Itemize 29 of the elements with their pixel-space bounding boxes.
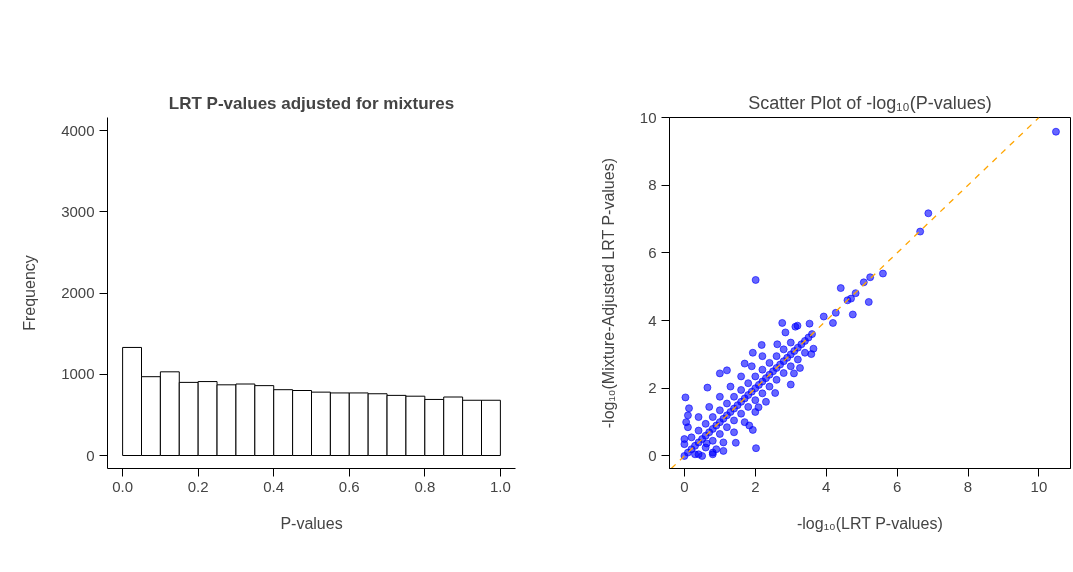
y-tick-label: 2 — [648, 379, 657, 397]
x-tick-label: 0.0 — [112, 477, 134, 495]
y-axis-title: -log₁₀(Mixture-Adjusted LRT P-values) — [599, 158, 617, 429]
x-tick-label: 0.8 — [414, 477, 436, 495]
y-tick-label: 1000 — [61, 365, 95, 383]
y-axis-title: Frequency — [21, 255, 39, 331]
x-tick-label: 0.6 — [338, 477, 360, 495]
y-tick-label: 2000 — [61, 284, 95, 301]
x-tick-label: 1.0 — [489, 477, 511, 495]
x-tick-label: 0.2 — [187, 477, 209, 495]
x-axis-title: -log₁₀(LRT P-values) — [797, 514, 943, 532]
y-tick-label: 4000 — [61, 121, 95, 139]
y-tick-label: 10 — [639, 108, 657, 126]
y-tick-label: 4 — [648, 311, 657, 329]
x-tick-label: 0.4 — [263, 477, 285, 495]
y-tick-label: 0 — [648, 446, 657, 464]
chart-title: LRT P-values adjusted for mixtures — [168, 93, 455, 113]
y-tick-label: 3000 — [61, 202, 95, 220]
x-tick-label: 8 — [963, 477, 973, 495]
y-tick-label: 8 — [648, 176, 657, 194]
x-axis-title: P-values — [280, 514, 343, 532]
y-tick-label: 0 — [86, 446, 95, 464]
chart-title: Scatter Plot of -log₁₀(P-values) — [748, 92, 992, 113]
x-tick-label: 0 — [680, 477, 689, 495]
x-tick-label: 4 — [822, 477, 831, 495]
x-tick-label: 6 — [892, 477, 902, 495]
x-tick-label: 2 — [751, 477, 760, 495]
x-tick-label: 10 — [1030, 477, 1048, 495]
y-tick-label: 6 — [648, 243, 657, 261]
